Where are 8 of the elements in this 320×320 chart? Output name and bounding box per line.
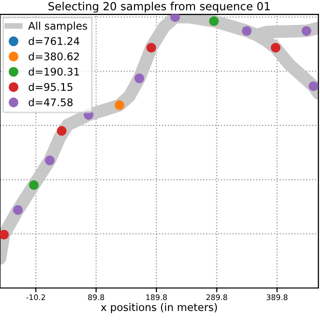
legend-label: d=190.31 <box>28 68 79 76</box>
legend-label: d=761.24 <box>28 36 80 46</box>
legend-label: d=380.62 <box>28 52 79 60</box>
chart-title: Selecting 20 samples from sequence 01 <box>48 2 270 13</box>
legend-label: d=47.58 <box>28 98 73 106</box>
x-axis-title: x positions (in meters) <box>100 303 217 314</box>
legend-label: d=95.15 <box>28 82 72 91</box>
legend-label: All samples <box>28 22 88 32</box>
